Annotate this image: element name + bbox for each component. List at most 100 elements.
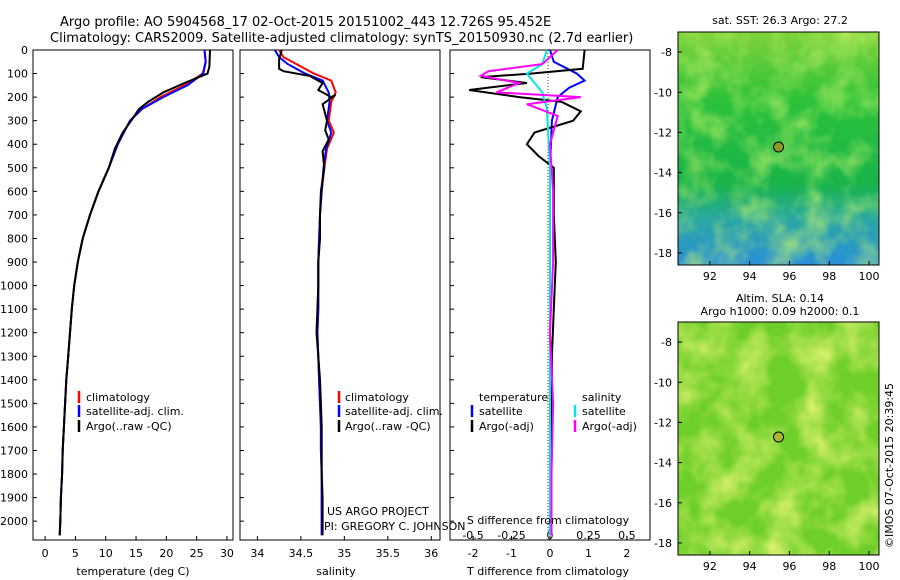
temperature-legend: climatology satellite-adj. clim. Argo(..… — [77, 391, 184, 433]
difference-xlabel: T difference from climatology — [466, 565, 629, 578]
x-tick-label: 35.5 — [376, 547, 401, 560]
legend-s-satellite: satellite — [582, 405, 626, 418]
x-tick-label: 1 — [585, 547, 592, 560]
x-tick-label: 20 — [159, 547, 173, 560]
depth-tick-label: 900 — [7, 256, 28, 269]
lat-tick-label: -14 — [654, 457, 672, 470]
title-line-1: Argo profile: AO 5904568_17 02-Oct-2015 … — [60, 15, 551, 30]
credit-pi: PI: GREGORY C. JOHNSON — [324, 520, 465, 533]
x-tick-label: -0.25 — [497, 529, 525, 542]
depth-tick-label: 1700 — [0, 444, 28, 457]
series-climatology — [58, 49, 207, 536]
legend-t-argo: Argo(-adj) — [479, 420, 534, 433]
depth-ticks: 0 100 200 300 400 500 600 700 800 900 1000 1100 1200… — [0, 44, 454, 528]
sla-map-title-1: Altim. SLA: 0.14 — [736, 292, 824, 305]
lat-tick-label: -16 — [654, 497, 672, 510]
lat-tick-label: -8 — [661, 46, 672, 59]
depth-tick-label: 1600 — [0, 421, 28, 434]
x-tick-label: 15 — [129, 547, 143, 560]
x-tick-label: -1 — [506, 547, 517, 560]
x-tick-label: -0.5 — [462, 529, 483, 542]
difference-x-ticks: -2 -1 0 1 2 -0.5 -0.25 0 0.25 0.5 — [462, 529, 635, 560]
lon-tick-label: 96 — [782, 560, 796, 573]
difference-lines — [469, 49, 587, 536]
sst-lat-ticks: -8 -10 -12 -14 -16 -18 — [654, 46, 682, 260]
lat-tick-label: -14 — [654, 167, 672, 180]
depth-tick-label: 100 — [7, 68, 28, 81]
depth-tick-label: 500 — [7, 162, 28, 175]
depth-tick-label: 800 — [7, 232, 28, 245]
lon-tick-label: 92 — [703, 270, 717, 283]
legend-satellite: satellite-adj. clim. — [86, 405, 184, 418]
x-tick-label: 0.25 — [576, 529, 601, 542]
lat-tick-label: -8 — [661, 336, 672, 349]
lon-tick-label: 94 — [743, 560, 757, 573]
legend-s-argo: Argo(-adj) — [582, 420, 637, 433]
x-tick-label: 0 — [547, 529, 554, 542]
lon-tick-label: 100 — [859, 560, 880, 573]
sla-lat-ticks: -8 -10 -12 -14 -16 -18 — [654, 336, 682, 550]
x-tick-label: 34.5 — [289, 547, 314, 560]
x-tick-label: 0 — [547, 547, 554, 560]
temperature-lines — [58, 49, 211, 536]
salinity-x-ticks: 34 34.5 35 35.5 36 — [250, 536, 438, 560]
x-tick-label: 2 — [623, 547, 630, 560]
credit-project: US ARGO PROJECT — [327, 505, 429, 518]
sla-lon-ticks: 92 94 96 98 100 — [703, 551, 880, 573]
x-tick-label: 36 — [424, 547, 438, 560]
lat-tick-label: -10 — [654, 376, 672, 389]
depth-tick-label: 400 — [7, 138, 28, 151]
depth-tick-label: 600 — [7, 185, 28, 198]
timestamp-stamp: ©IMOS 07-Oct-2015 20:39:45 — [883, 383, 896, 548]
lat-tick-label: -16 — [654, 207, 672, 220]
depth-tick-label: 1200 — [0, 327, 28, 340]
series-satellite-adj-clim- — [273, 49, 333, 536]
sst-lon-ticks: 92 94 96 98 100 — [703, 261, 880, 283]
lat-tick-label: -12 — [654, 126, 672, 139]
legend-t-satellite: satellite — [479, 405, 523, 418]
depth-tick-label: 1300 — [0, 350, 28, 363]
lon-tick-label: 96 — [782, 270, 796, 283]
lat-tick-label: -12 — [654, 416, 672, 429]
temperature-x-ticks: 0 5 10 15 20 25 30 — [42, 536, 234, 560]
depth-tick-label: 200 — [7, 91, 28, 104]
salinity-xlabel: salinity — [316, 565, 356, 578]
depth-tick-label: 1800 — [0, 468, 28, 481]
depth-tick-label: 1500 — [0, 397, 28, 410]
series-salinity-argo-adj- — [478, 49, 581, 536]
depth-tick-label: 1000 — [0, 280, 28, 293]
difference-panel: -2 -1 0 1 2 -0.5 -0.25 0 0.25 0.5 T difference fr… — [449, 49, 651, 578]
legend-temperature-head: temperature — [479, 391, 548, 404]
x-tick-label: -2 — [468, 547, 479, 560]
lat-tick-label: -18 — [654, 247, 672, 260]
legend-climatology: climatology — [86, 391, 150, 404]
salinity-panel: 34 34.5 35 35.5 36 salinity climatology sate… — [239, 49, 465, 578]
difference-xlabel-top: S difference from climatology — [467, 514, 630, 527]
sla-frame — [677, 321, 880, 556]
sla-map: Altim. SLA: 0.14 Argo h1000: 0.09 h2000:… — [654, 292, 880, 573]
lon-tick-label: 92 — [703, 560, 717, 573]
difference-legend: temperature satellite Argo(-adj) salinit… — [470, 391, 637, 433]
temperature-panel: 0100200300400500600700800900100011001200… — [0, 44, 454, 578]
lat-tick-label: -10 — [654, 86, 672, 99]
x-tick-label: 34 — [250, 547, 264, 560]
lon-tick-label: 100 — [859, 270, 880, 283]
depth-tick-label: 700 — [7, 209, 28, 222]
depth-tick-label: 1400 — [0, 374, 28, 387]
lon-tick-label: 98 — [822, 270, 836, 283]
depth-tick-label: 300 — [7, 115, 28, 128]
legend-argo: Argo(..raw -QC) — [86, 420, 172, 433]
float-marker — [773, 431, 785, 443]
float-marker — [773, 141, 785, 153]
x-tick-label: 0 — [42, 547, 49, 560]
depth-tick-label: 1900 — [0, 492, 28, 505]
depth-tick-label: 2000 — [0, 515, 28, 528]
sst-map: sat. SST: 26.3 Argo: 27.2 -8 -10 -12 -14 -16… — [654, 14, 880, 283]
series-argo-raw-qc- — [278, 49, 337, 536]
series-temperature-argo-adj- — [469, 49, 586, 536]
temperature-xlabel: temperature (deg C) — [76, 565, 189, 578]
sst-map-title: sat. SST: 26.3 Argo: 27.2 — [712, 14, 848, 27]
sla-map-title-2: Argo h1000: 0.09 h2000: 0.1 — [701, 305, 860, 318]
lon-tick-label: 98 — [822, 560, 836, 573]
lat-tick-label: -18 — [654, 537, 672, 550]
